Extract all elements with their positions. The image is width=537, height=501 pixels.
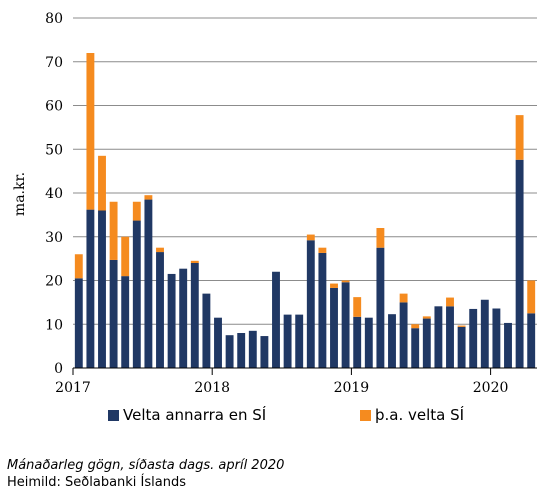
y-tick-label: 20: [45, 274, 63, 290]
bar-series-1: [457, 326, 466, 368]
bar-series-1: [330, 287, 338, 368]
y-tick-label: 40: [45, 186, 63, 202]
x-tick-label: 2018: [194, 380, 230, 396]
bar-series-1: [399, 302, 408, 368]
bar-series-1: [318, 252, 327, 368]
bar-series-1: [225, 335, 234, 368]
bar-series-1: [364, 317, 373, 368]
bar-series-2: [422, 316, 431, 319]
gridlines: [73, 17, 537, 325]
bar-series-1: [167, 273, 176, 368]
bar-series-1: [179, 268, 188, 368]
legend-swatch-series-2: [360, 409, 371, 421]
bar-series-1: [422, 318, 431, 368]
bar-series-1: [248, 330, 257, 368]
x-tick-label: 2020: [473, 380, 509, 396]
legend-item-series-2: þ.a. velta SÍ: [360, 406, 464, 424]
bar-series-1: [144, 199, 153, 368]
y-tick-label: 70: [45, 55, 63, 71]
bar-series-1: [492, 308, 501, 368]
axes: 0 10 20 30 40 50 60 70 80 2017 2018 2019 2020: [45, 11, 537, 396]
bar-series-1: [74, 278, 83, 368]
legend-item-series-1: Velta annarra en SÍ: [108, 406, 266, 424]
footnote-source: Heimild: Seðlabanki Íslands: [7, 475, 186, 490]
legend-label-series-2: þ.a. velta SÍ: [375, 406, 465, 424]
bar-series-1: [295, 314, 304, 368]
bar-series-1: [411, 328, 420, 368]
bar-series-2: [156, 247, 164, 253]
y-tick-label: 10: [45, 317, 63, 333]
bar-series-2: [515, 115, 524, 160]
bars: [74, 53, 536, 368]
bar-series-1: [260, 336, 269, 368]
bar-series-1: [504, 322, 512, 368]
bar-series-2: [376, 228, 385, 248]
bar-series-2: [121, 236, 130, 277]
bar-series-1: [469, 308, 478, 368]
bar-series-2: [341, 280, 350, 283]
bar-series-2: [190, 260, 199, 263]
bar-series-1: [156, 252, 164, 368]
bar-series-2: [74, 254, 83, 279]
bar-series-1: [237, 333, 246, 368]
y-tick-label: 50: [45, 142, 63, 158]
bar-series-2: [109, 201, 118, 260]
bar-series-1: [109, 259, 118, 368]
x-tick-label: 2017: [55, 380, 91, 396]
bar-series-2: [411, 324, 420, 329]
legend: Velta annarra en SÍ þ.a. velta SÍ: [0, 406, 537, 428]
bar-series-1: [98, 210, 106, 368]
bar-series-1: [202, 293, 211, 368]
bar-series-1: [515, 159, 524, 368]
y-tick-label: 80: [45, 11, 63, 27]
legend-label-series-1: Velta annarra en SÍ: [123, 406, 267, 424]
bar-series-2: [527, 280, 536, 314]
bar-series-1: [480, 299, 489, 368]
bar-series-2: [353, 297, 362, 317]
x-tick-label: 2019: [334, 380, 370, 396]
bar-series-1: [306, 240, 315, 368]
bar-series-1: [132, 220, 141, 368]
footnote-data-note: Mánaðarleg gögn, síðasta dags. apríl 202…: [7, 458, 285, 473]
bar-series-2: [98, 155, 106, 211]
bar-series-1: [283, 314, 292, 368]
bar-series-2: [318, 247, 327, 253]
bar-series-2: [399, 293, 408, 303]
y-tick-label: 60: [45, 99, 63, 115]
bar-series-1: [527, 313, 536, 368]
bar-series-1: [214, 317, 222, 368]
y-tick-label: 30: [45, 230, 63, 246]
bar-series-2: [446, 297, 454, 307]
bar-series-1: [121, 276, 130, 368]
stacked-bar-chart: 0 10 20 30 40 50 60 70 80 2017 2018 2019 2020 ma.kr.: [12, 11, 537, 396]
bar-series-1: [376, 247, 385, 368]
bar-series-2: [86, 53, 95, 210]
bar-series-2: [330, 283, 338, 288]
bar-series-2: [144, 195, 153, 200]
bar-series-1: [388, 314, 396, 368]
y-tick-label: 0: [54, 361, 63, 377]
bar-series-2: [132, 201, 141, 221]
bar-series-1: [190, 263, 199, 368]
bar-series-1: [434, 306, 443, 368]
bar-series-2: [306, 234, 315, 241]
bar-series-1: [353, 316, 362, 368]
legend-swatch-series-1: [108, 409, 119, 421]
bar-series-1: [272, 271, 280, 368]
bar-series-1: [86, 209, 95, 368]
bar-series-1: [341, 282, 350, 368]
bar-series-2: [457, 325, 466, 327]
y-axis-label: ma.kr.: [12, 172, 28, 216]
bar-series-1: [446, 306, 454, 368]
